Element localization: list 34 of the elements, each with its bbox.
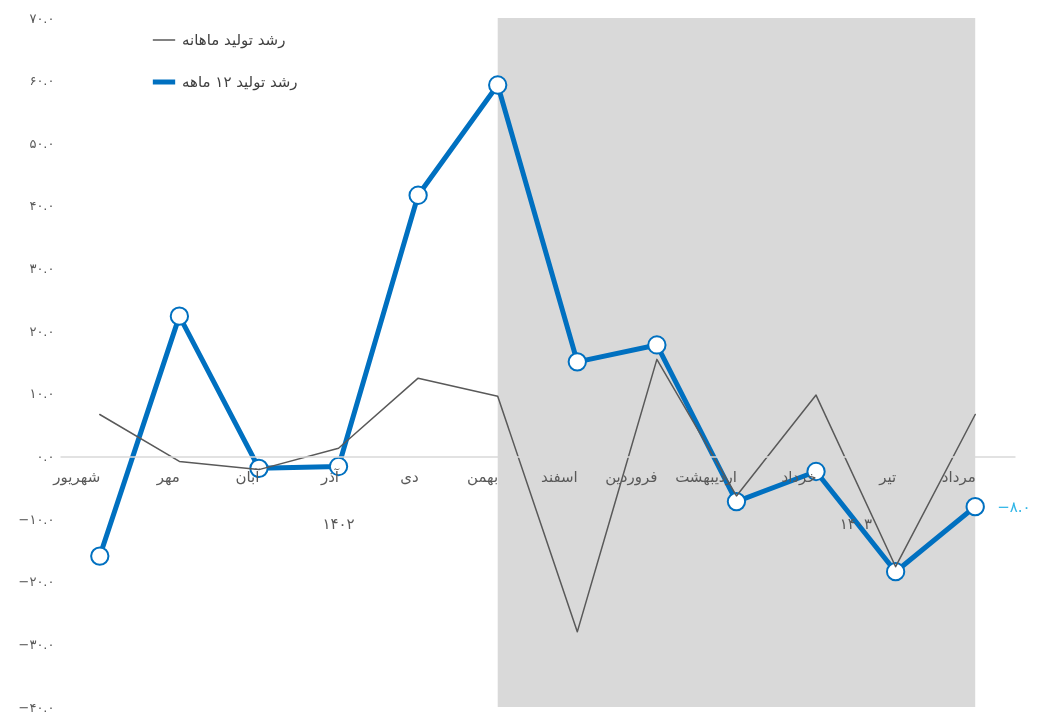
x-tick-label: تیر bbox=[878, 467, 897, 486]
line-series bbox=[99, 358, 976, 633]
y-tick-label: −۲۰.۰ bbox=[18, 574, 55, 590]
y-tick-label: ۲۰.۰ bbox=[29, 323, 55, 339]
x-tick-label: مرداد bbox=[941, 467, 976, 486]
y-tick-label: −۱۰.۰ bbox=[18, 511, 55, 527]
point bbox=[726, 491, 747, 512]
y-tick-label: ۱۰.۰ bbox=[29, 386, 55, 402]
point bbox=[408, 185, 428, 205]
point bbox=[965, 496, 985, 517]
point bbox=[647, 335, 667, 355]
point bbox=[567, 352, 587, 372]
x-tick-label: اسفند bbox=[541, 467, 578, 486]
y-tick-label: ۶۰.۰ bbox=[29, 73, 55, 89]
data-label: −۸.۰ bbox=[997, 497, 1031, 516]
x-tick-label: مهر bbox=[155, 467, 180, 486]
annotation: ۱۴۰۲ bbox=[322, 515, 355, 534]
point bbox=[885, 562, 906, 582]
x-tick-label: دی bbox=[400, 467, 419, 486]
y-tick-label: −۳۰.۰ bbox=[18, 636, 55, 652]
y-tick-label: ۰.۰ bbox=[36, 448, 55, 464]
y-tick-label: ۴۰.۰ bbox=[29, 198, 55, 214]
point bbox=[488, 75, 508, 95]
x-tick-label: بهمن bbox=[467, 467, 499, 486]
x-tick-label: شهریور bbox=[52, 467, 101, 486]
y-tick-label: −۴۰.۰ bbox=[18, 699, 55, 715]
x-tick-label: آذر bbox=[319, 467, 340, 486]
point bbox=[90, 546, 110, 566]
point bbox=[169, 306, 190, 326]
y-tick-label: ۳۰.۰ bbox=[29, 261, 55, 277]
legend-label: رشد تولید ۱۲ ماهه bbox=[182, 73, 298, 91]
legend-label: رشد تولید ماهانه bbox=[182, 31, 286, 49]
y-tick-label: ۷۰.۰ bbox=[29, 10, 55, 26]
y-tick-label: ۵۰.۰ bbox=[29, 135, 55, 151]
